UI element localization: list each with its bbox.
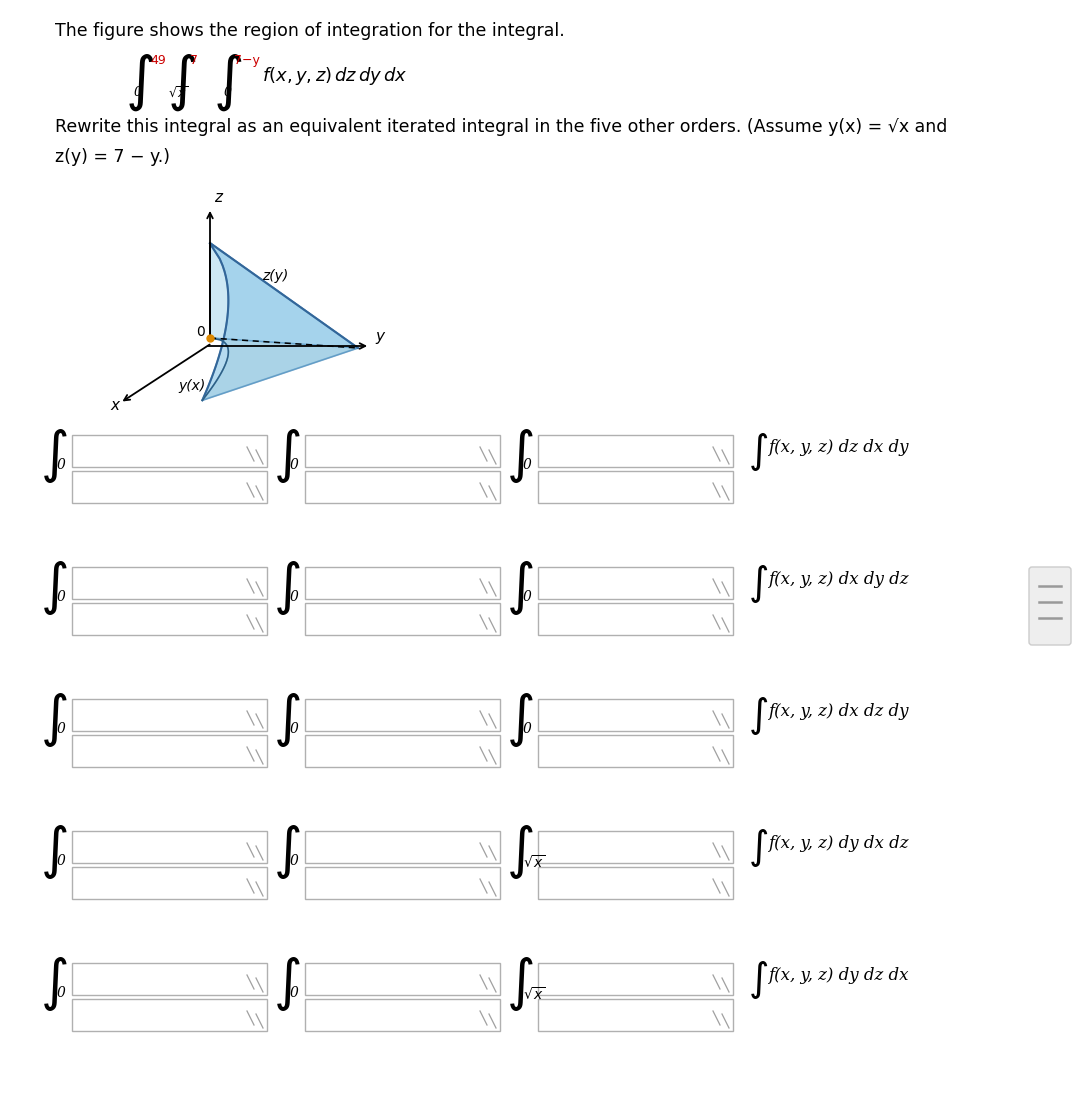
FancyBboxPatch shape bbox=[72, 867, 267, 899]
Text: $\int$: $\int$ bbox=[273, 691, 300, 749]
Text: 0: 0 bbox=[57, 855, 66, 868]
FancyBboxPatch shape bbox=[305, 867, 500, 899]
FancyBboxPatch shape bbox=[538, 999, 733, 1031]
FancyBboxPatch shape bbox=[72, 603, 267, 635]
Text: 0: 0 bbox=[195, 325, 205, 339]
Text: $\int$: $\int$ bbox=[167, 52, 197, 113]
FancyBboxPatch shape bbox=[305, 699, 500, 731]
Text: $\sqrt{x}$: $\sqrt{x}$ bbox=[523, 855, 545, 872]
Text: $\int$: $\int$ bbox=[273, 955, 300, 1013]
Text: $\int$: $\int$ bbox=[507, 955, 534, 1013]
FancyBboxPatch shape bbox=[72, 567, 267, 599]
Text: $\int$: $\int$ bbox=[40, 559, 68, 617]
Text: f(x, y, z) dx dz dy: f(x, y, z) dx dz dy bbox=[768, 703, 908, 720]
Text: 0: 0 bbox=[291, 987, 299, 1000]
Text: $\int$: $\int$ bbox=[125, 52, 154, 113]
Text: z(y) = 7 − y.): z(y) = 7 − y.) bbox=[55, 148, 170, 166]
Text: y(x): y(x) bbox=[178, 379, 205, 393]
FancyBboxPatch shape bbox=[305, 999, 500, 1031]
FancyBboxPatch shape bbox=[72, 735, 267, 767]
Text: f(x, y, z) dy dz dx: f(x, y, z) dy dz dx bbox=[768, 966, 908, 984]
Text: f(x, y, z) dx dy dz: f(x, y, z) dx dy dz bbox=[768, 571, 908, 588]
FancyBboxPatch shape bbox=[538, 867, 733, 899]
Text: y: y bbox=[375, 329, 384, 344]
Text: Rewrite this integral as an equivalent iterated integral in the five other order: Rewrite this integral as an equivalent i… bbox=[55, 118, 947, 136]
Text: 0: 0 bbox=[57, 722, 66, 737]
Text: $\int$: $\int$ bbox=[748, 431, 768, 473]
Text: $\int$: $\int$ bbox=[507, 559, 534, 617]
Polygon shape bbox=[210, 243, 357, 348]
FancyBboxPatch shape bbox=[72, 435, 267, 466]
FancyBboxPatch shape bbox=[538, 471, 733, 503]
Text: 0: 0 bbox=[291, 590, 299, 605]
Text: 7−y: 7−y bbox=[234, 54, 260, 67]
Text: 0: 0 bbox=[523, 459, 531, 472]
FancyBboxPatch shape bbox=[538, 567, 733, 599]
FancyBboxPatch shape bbox=[305, 831, 500, 863]
Text: z(y): z(y) bbox=[262, 269, 288, 283]
FancyBboxPatch shape bbox=[538, 435, 733, 466]
FancyBboxPatch shape bbox=[538, 735, 733, 767]
FancyBboxPatch shape bbox=[1029, 567, 1071, 645]
FancyBboxPatch shape bbox=[72, 471, 267, 503]
FancyBboxPatch shape bbox=[72, 963, 267, 995]
Text: $f(x, y, z)\, dz\, dy\, dx$: $f(x, y, z)\, dz\, dy\, dx$ bbox=[262, 65, 407, 87]
Text: $\int$: $\int$ bbox=[273, 559, 300, 617]
Text: $\sqrt{x}$: $\sqrt{x}$ bbox=[523, 987, 545, 1003]
FancyBboxPatch shape bbox=[538, 603, 733, 635]
Text: x: x bbox=[110, 398, 119, 413]
FancyBboxPatch shape bbox=[72, 999, 267, 1031]
Text: f(x, y, z) dy dx dz: f(x, y, z) dy dx dz bbox=[768, 835, 908, 852]
Text: 0: 0 bbox=[523, 722, 531, 737]
Text: $\int$: $\int$ bbox=[507, 427, 534, 485]
FancyBboxPatch shape bbox=[305, 603, 500, 635]
Text: 0: 0 bbox=[57, 459, 66, 472]
FancyBboxPatch shape bbox=[305, 735, 500, 767]
Text: $\int$: $\int$ bbox=[748, 562, 768, 605]
FancyBboxPatch shape bbox=[72, 699, 267, 731]
FancyBboxPatch shape bbox=[305, 435, 500, 466]
Polygon shape bbox=[202, 243, 357, 401]
FancyBboxPatch shape bbox=[305, 471, 500, 503]
FancyBboxPatch shape bbox=[538, 699, 733, 731]
FancyBboxPatch shape bbox=[72, 831, 267, 863]
Text: 0: 0 bbox=[134, 86, 141, 99]
Text: 7: 7 bbox=[190, 54, 198, 67]
FancyBboxPatch shape bbox=[305, 567, 500, 599]
Text: 0: 0 bbox=[523, 590, 531, 605]
Text: f(x, y, z) dz dx dy: f(x, y, z) dz dx dy bbox=[768, 439, 908, 456]
Text: 0: 0 bbox=[291, 855, 299, 868]
Text: 0: 0 bbox=[291, 722, 299, 737]
Text: $\int$: $\int$ bbox=[40, 427, 68, 485]
Text: z: z bbox=[214, 190, 222, 205]
Text: $\int$: $\int$ bbox=[40, 822, 68, 881]
Text: $\int$: $\int$ bbox=[507, 822, 534, 881]
FancyBboxPatch shape bbox=[538, 831, 733, 863]
Text: $\int$: $\int$ bbox=[507, 691, 534, 749]
Text: 49: 49 bbox=[150, 54, 165, 67]
Text: 0: 0 bbox=[224, 86, 232, 99]
Text: 0: 0 bbox=[57, 590, 66, 605]
Text: $\int$: $\int$ bbox=[748, 959, 768, 1001]
FancyBboxPatch shape bbox=[305, 963, 500, 995]
FancyBboxPatch shape bbox=[538, 963, 733, 995]
Text: 0: 0 bbox=[291, 459, 299, 472]
Text: The figure shows the region of integration for the integral.: The figure shows the region of integrati… bbox=[55, 22, 565, 40]
Text: $\int$: $\int$ bbox=[748, 827, 768, 869]
Text: $\int$: $\int$ bbox=[40, 955, 68, 1013]
Text: 0: 0 bbox=[57, 987, 66, 1000]
Text: $\int$: $\int$ bbox=[273, 427, 300, 485]
Text: $\int$: $\int$ bbox=[273, 822, 300, 881]
Text: $\int$: $\int$ bbox=[40, 691, 68, 749]
Polygon shape bbox=[202, 338, 357, 401]
Text: $\int$: $\int$ bbox=[214, 52, 243, 113]
Text: $\sqrt{x}$: $\sqrt{x}$ bbox=[168, 86, 189, 102]
Text: $\int$: $\int$ bbox=[748, 695, 768, 737]
